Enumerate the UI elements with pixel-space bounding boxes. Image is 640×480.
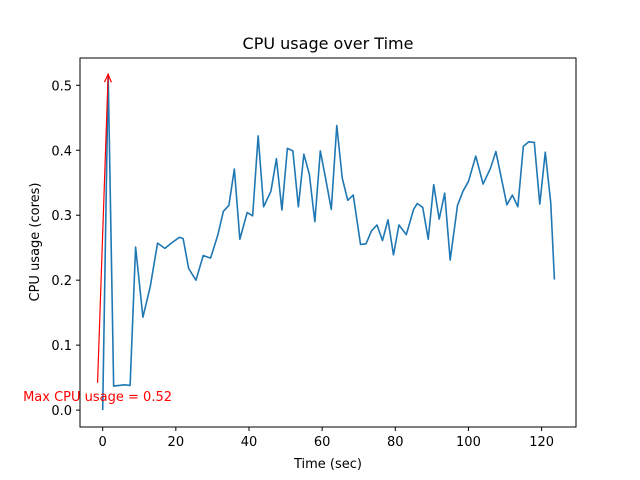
x-tick-label: 80 [387,435,404,450]
annotation-label: Max CPU usage = 0.52 [23,390,172,405]
y-tick-label: 0.3 [51,209,72,224]
annotation-arrow-line [96,74,109,383]
x-tick-label: 120 [529,435,554,450]
annotation-layer: Max CPU usage = 0.52 [23,72,172,405]
x-axis-ticks: 0 20 40 60 80 100 120 [99,427,554,450]
y-tick-label: 0.4 [51,144,72,159]
series-line [101,73,556,411]
x-tick-label: 20 [168,435,185,450]
y-tick-label: 0.0 [51,404,72,419]
annotation-arrow-head [103,72,112,83]
y-tick-label: 0.1 [51,339,72,354]
y-axis-ticks: 0.0 0.1 0.2 0.3 0.4 0.5 [51,79,80,419]
x-tick-label: 40 [241,435,258,450]
x-tick-label: 100 [456,435,481,450]
plot-frame [79,57,577,428]
plot-area: 0 20 40 60 80 100 120 0.0 0.1 0.2 0.3 0.4 0.5 Max C… [23,57,577,450]
y-tick-label: 0.2 [51,274,72,289]
y-axis-label: CPU usage (cores) [28,183,43,302]
x-tick-label: 0 [99,435,107,450]
x-tick-label: 60 [314,435,331,450]
chart-title: CPU usage over Time [243,34,414,53]
series-layer [101,73,556,411]
y-tick-label: 0.5 [51,79,72,94]
x-axis-label: Time (sec) [293,457,362,472]
